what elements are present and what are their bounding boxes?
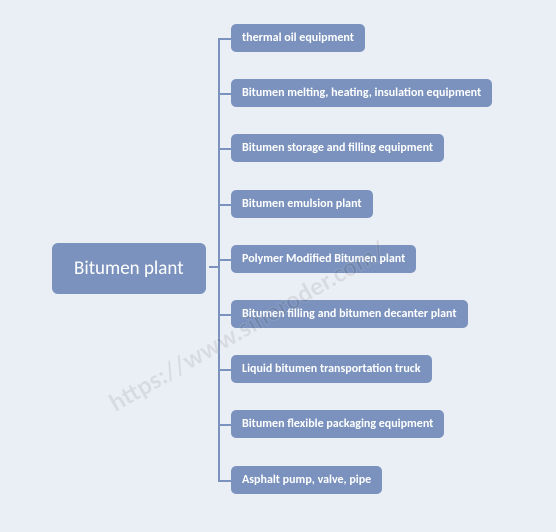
child-node: Bitumen filling and bitumen decanter pla…: [231, 300, 468, 328]
child-label: Bitumen melting, heating, insulation equ…: [242, 86, 481, 100]
root-label: Bitumen plant: [74, 257, 184, 280]
connector-branch: [218, 38, 231, 40]
child-node: Bitumen melting, heating, insulation equ…: [231, 79, 492, 107]
child-label: Bitumen storage and filling equipment: [242, 141, 433, 155]
connector-branch: [218, 204, 231, 206]
child-node: Bitumen storage and filling equipment: [231, 134, 444, 162]
child-label: Asphalt pump, valve, pipe: [242, 473, 371, 487]
mindmap-container: Bitumen plant thermal oil equipment Bitu…: [0, 0, 556, 532]
child-label: Bitumen emulsion plant: [242, 197, 362, 211]
child-label: Liquid bitumen transportation truck: [242, 362, 421, 376]
child-node: Asphalt pump, valve, pipe: [231, 466, 382, 494]
connector-branch: [218, 424, 231, 426]
root-node: Bitumen plant: [52, 243, 206, 294]
connector-branch: [218, 259, 231, 261]
child-node: thermal oil equipment: [231, 24, 365, 52]
connector-branch: [218, 314, 231, 316]
child-node: Bitumen emulsion plant: [231, 190, 373, 218]
child-node: Bitumen flexible packaging equipment: [231, 410, 444, 438]
connector-branch: [218, 93, 231, 95]
child-label: Polymer Modified Bitumen plant: [242, 252, 405, 266]
connector-branch: [218, 480, 231, 482]
child-label: Bitumen filling and bitumen decanter pla…: [242, 307, 457, 321]
child-label: Bitumen flexible packaging equipment: [242, 417, 433, 431]
connector-branch: [218, 369, 231, 371]
child-node: Polymer Modified Bitumen plant: [231, 245, 416, 273]
child-label: thermal oil equipment: [242, 31, 354, 45]
connector-branch: [218, 148, 231, 150]
child-node: Liquid bitumen transportation truck: [231, 355, 432, 383]
